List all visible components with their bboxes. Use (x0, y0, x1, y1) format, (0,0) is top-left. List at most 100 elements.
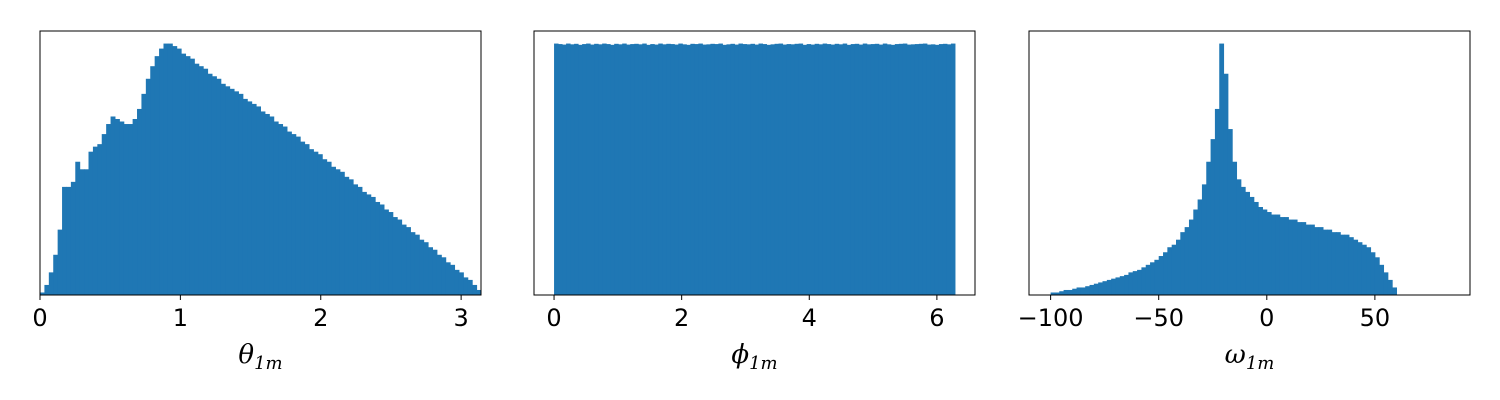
phi-bar (634, 43, 639, 295)
omega-bar (1361, 244, 1367, 295)
theta-plot-frame (39, 30, 482, 296)
phi-bar (690, 43, 695, 295)
omega-bar (1067, 289, 1073, 295)
theta-bar (57, 229, 63, 295)
theta-bar (92, 146, 98, 295)
theta-bar (295, 136, 301, 295)
omega-bar (1176, 239, 1181, 295)
phi-bar (838, 44, 844, 295)
phi-bars (554, 43, 956, 295)
phi-bar (554, 43, 559, 295)
omega-bar (1271, 214, 1276, 295)
omega-bar (1318, 227, 1324, 295)
omega-bar (1288, 219, 1294, 295)
phi-bar (794, 43, 800, 295)
phi-bar (722, 44, 727, 295)
phi-bar (570, 44, 575, 295)
theta-bar (375, 201, 381, 295)
theta-bar (260, 111, 266, 296)
phi-x-tick-label: 4 (802, 304, 817, 332)
theta-bar (203, 68, 209, 296)
omega-bar (1206, 161, 1212, 295)
phi-bar (678, 43, 683, 295)
omega-histogram-panel: −100 −50 0 50 ω1m (1018, 30, 1471, 374)
theta-bar (207, 73, 213, 296)
phi-bar (606, 44, 611, 295)
phi-bar (706, 44, 711, 295)
phi-bar (758, 43, 764, 295)
theta-bar (428, 247, 433, 295)
phi-bar (858, 44, 864, 295)
omega-bar (1098, 282, 1103, 295)
theta-bar (313, 151, 319, 295)
theta-histogram-panel: 0 1 2 3 θ1m (32, 30, 482, 374)
phi-bar (810, 44, 816, 295)
omega-bar (1115, 277, 1121, 295)
theta-bar (185, 56, 191, 295)
theta-bar (238, 93, 244, 295)
omega-bar (1305, 224, 1311, 295)
phi-bar (894, 44, 900, 295)
theta-bar (198, 66, 204, 295)
phi-bar (874, 43, 880, 295)
omega-bar (1093, 283, 1099, 295)
phi-bar (866, 44, 872, 295)
phi-bar (594, 43, 599, 295)
theta-bar (97, 144, 103, 295)
theta-bar (339, 171, 345, 295)
phi-bar (834, 43, 840, 295)
theta-bar (172, 46, 178, 296)
omega-bar (1150, 262, 1155, 295)
omega-bar (1249, 196, 1255, 295)
phi-bar (682, 44, 687, 295)
phi-bar (934, 44, 940, 295)
phi-bar (762, 44, 768, 295)
phi-bar (630, 44, 635, 295)
omega-plot-frame (1028, 30, 1471, 296)
omega-bar (1292, 219, 1298, 295)
phi-bar (778, 43, 784, 295)
theta-bar (216, 78, 222, 296)
phi-bar (774, 43, 780, 295)
phi-bar (770, 44, 776, 295)
theta-bar (379, 204, 385, 295)
phi-x-ticks: 0 2 4 6 (546, 295, 945, 332)
theta-bar (40, 292, 45, 295)
phi-bar (662, 44, 667, 295)
theta-x-tick-label: 2 (313, 304, 328, 332)
theta-bar (66, 186, 72, 295)
theta-bar (150, 66, 156, 295)
phi-bar (734, 44, 739, 295)
theta-bar (234, 91, 239, 295)
omega-bar (1197, 199, 1203, 295)
theta-bar (410, 232, 416, 295)
theta-bar (194, 63, 200, 295)
omega-bar (1310, 224, 1315, 295)
phi-bar (910, 44, 916, 295)
omega-bar (1119, 276, 1125, 295)
theta-bar (154, 56, 160, 295)
omega-bar (1370, 252, 1376, 295)
phi-bar (766, 44, 772, 295)
omega-bar (1137, 269, 1142, 295)
phi-bar (670, 44, 675, 295)
phi-bar (802, 44, 808, 295)
theta-bar (291, 134, 297, 295)
omega-bar (1323, 229, 1328, 295)
omega-bar (1392, 287, 1397, 295)
phi-bar (746, 44, 751, 295)
phi-bar (830, 44, 836, 295)
omega-bar (1124, 274, 1129, 295)
omega-bar (1253, 201, 1259, 295)
theta-bar (101, 134, 107, 295)
theta-x-ticks: 0 1 2 3 (32, 295, 469, 332)
omega-bar (1348, 237, 1354, 295)
theta-bar (445, 262, 451, 295)
omega-bars (1050, 43, 1397, 296)
omega-bar (1063, 289, 1069, 295)
omega-bar (1236, 179, 1242, 295)
theta-bar (317, 154, 323, 295)
phi-bar (854, 43, 860, 295)
phi-bar (598, 44, 603, 295)
